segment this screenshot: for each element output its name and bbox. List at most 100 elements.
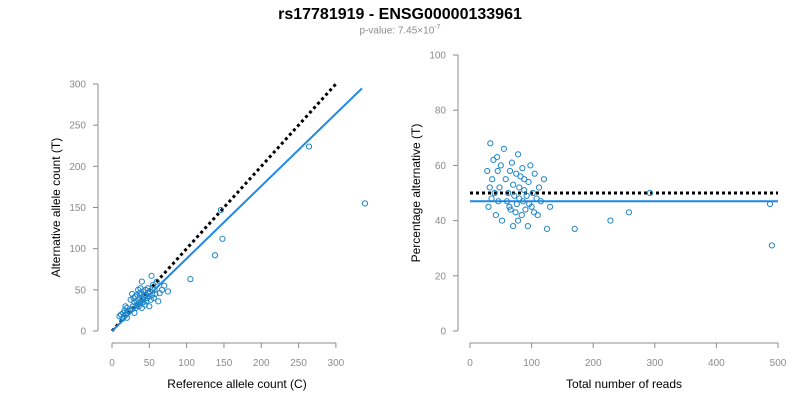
right-data-point — [533, 195, 540, 202]
right-x-tick-label: 0 — [467, 358, 473, 369]
left-x-tick-label: 250 — [290, 358, 307, 369]
right-data-point — [495, 198, 502, 205]
right-data-point — [540, 176, 548, 183]
left-x-axis-title: Reference allele count (C) — [167, 377, 306, 391]
right-data-point — [507, 206, 514, 213]
left-reference-line — [110, 82, 337, 333]
right-y-tick-label: 60 — [435, 161, 447, 172]
right-data-point — [537, 198, 544, 205]
left-data-point — [135, 303, 142, 310]
left-data-point — [152, 290, 159, 298]
right-data-point — [505, 189, 512, 197]
left-data-point — [122, 303, 129, 310]
right-y-tick-label: 20 — [435, 271, 447, 282]
left-x-tick-label: 0 — [109, 358, 115, 369]
left-y-tick-label: 150 — [69, 203, 86, 214]
chart-title: rs17781919 - ENSG00000133961 — [278, 6, 522, 23]
left-data-point — [151, 286, 158, 293]
right-data-point — [487, 140, 494, 147]
chart-subtitle: p-value: 7.45×10-7 — [0, 24, 800, 36]
right-x-axis-title: Total number of reads — [566, 377, 682, 391]
right-x-tick-label: 200 — [585, 358, 602, 369]
left-data-point — [120, 313, 128, 320]
right-data-point — [531, 170, 538, 177]
right-data-point — [521, 176, 528, 183]
right-data-point — [498, 217, 506, 224]
right-data-point — [546, 203, 554, 210]
right-data-point — [534, 211, 541, 219]
right-data-point — [768, 242, 775, 249]
right-data-point — [491, 189, 498, 197]
left-data-point — [217, 206, 225, 214]
right-data-point — [524, 223, 532, 230]
right-data-point — [513, 170, 520, 177]
left-y-axis-title: Alternative allele count (T) — [49, 138, 63, 277]
left-data-point — [187, 276, 194, 283]
right-y-axis-title: Percentage alternative (T) — [409, 124, 423, 263]
right-data-point — [485, 203, 492, 210]
left-data-point — [155, 298, 162, 305]
right-x-tick-label: 400 — [708, 358, 725, 369]
left-x-tick-label: 200 — [253, 358, 270, 369]
right-y-tick-label: 40 — [435, 216, 447, 227]
right-data-point — [488, 195, 495, 202]
p-value-text: p-value: 7.45×10 — [359, 25, 435, 37]
left-x-tick-label: 100 — [178, 358, 195, 369]
right-data-point — [511, 192, 518, 199]
right-data-point — [500, 145, 507, 152]
right-data-point — [508, 159, 515, 166]
left-x-tick-label: 150 — [216, 358, 233, 369]
right-data-point — [516, 184, 523, 191]
left-data-point — [145, 290, 152, 297]
left-y-tick-label: 100 — [69, 244, 86, 255]
right-data-point — [625, 209, 633, 216]
left-data-point — [138, 278, 145, 285]
right-data-point — [486, 184, 493, 191]
left-x-tick-label: 300 — [328, 358, 345, 369]
right-data-point — [514, 217, 522, 224]
right-y-tick-label: 0 — [440, 327, 446, 338]
left-y-tick-label: 50 — [75, 285, 87, 296]
right-data-point — [522, 206, 529, 213]
right-data-point — [543, 225, 551, 232]
p-value-exponent: -7 — [434, 24, 441, 31]
right-data-point — [492, 211, 499, 219]
right-data-point — [646, 189, 653, 197]
right-data-point — [529, 189, 536, 197]
right-data-point — [513, 200, 520, 208]
left-y-tick-label: 200 — [69, 162, 86, 173]
right-data-point — [512, 209, 519, 216]
right-data-point — [503, 198, 511, 205]
left-data-point — [148, 272, 155, 279]
left-y-tick-label: 250 — [69, 121, 86, 132]
right-data-point — [514, 151, 522, 158]
right-data-point — [528, 203, 535, 210]
right-data-point — [530, 209, 538, 216]
right-x-tick-label: 100 — [523, 358, 540, 369]
right-data-point — [484, 167, 491, 175]
left-data-point — [211, 252, 219, 259]
right-data-point — [494, 154, 501, 161]
right-data-point — [527, 162, 534, 169]
right-data-point — [510, 181, 517, 188]
left-fit-line — [111, 87, 363, 332]
left-data-point — [164, 288, 172, 295]
left-data-point — [305, 143, 313, 150]
right-data-point — [502, 176, 509, 183]
left-data-point — [146, 303, 153, 310]
right-data-point — [510, 223, 517, 230]
right-data-point — [519, 198, 527, 205]
left-data-point — [149, 291, 156, 298]
right-data-point — [490, 156, 497, 163]
right-data-point — [517, 173, 524, 180]
right-data-point — [496, 184, 503, 191]
left-data-point — [153, 278, 160, 285]
left-panel: 0 50 100 150 200 250 300 Reference allele count… — [49, 80, 369, 391]
right-data-point — [494, 167, 501, 175]
right-x-tick-label: 300 — [646, 358, 663, 369]
left-data-point — [150, 294, 157, 302]
left-data-point — [161, 282, 168, 289]
left-y-tick-label: 0 — [80, 327, 86, 338]
right-data-point — [519, 165, 526, 172]
